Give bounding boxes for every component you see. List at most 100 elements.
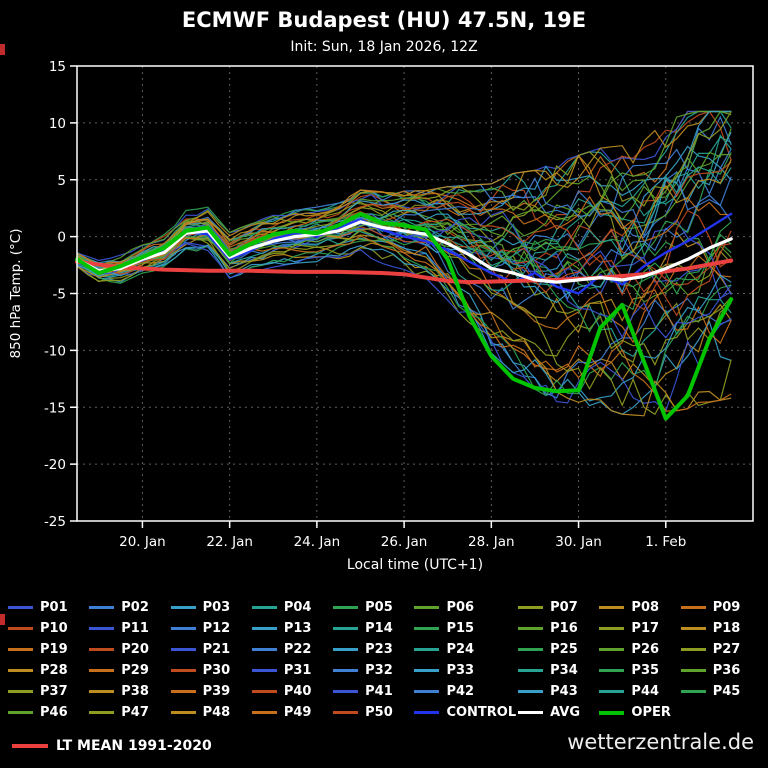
legend-line-swatch — [8, 627, 33, 630]
legend-item-p33: P33 — [414, 663, 516, 678]
legend-item-p21: P21 — [170, 642, 250, 657]
legend-label: P37 — [40, 684, 68, 699]
legend-line-swatch — [170, 627, 196, 630]
legend-label: P36 — [712, 663, 741, 678]
legend-line-swatch — [251, 606, 277, 609]
ensemble-member-line — [76, 242, 732, 413]
legend-line-swatch — [8, 690, 33, 693]
legend-label: P33 — [446, 663, 475, 678]
legend-line-swatch — [599, 710, 625, 715]
legend-label: P12 — [202, 621, 231, 636]
legend-line-swatch — [333, 606, 359, 609]
legend-label: P45 — [712, 684, 741, 699]
legend-item-p27: P27 — [680, 642, 760, 657]
legend-line-swatch — [414, 669, 440, 672]
legend-line-swatch — [680, 606, 706, 609]
legend-line-swatch — [414, 711, 440, 714]
legend-item-p31: P31 — [251, 663, 331, 678]
x-tick-label: 26. Jan — [381, 534, 428, 550]
legend-item-p10: P10 — [8, 621, 87, 636]
y-axis-label: 850 hPa Temp. (°C) — [8, 229, 24, 359]
legend-label: P13 — [283, 621, 312, 636]
left-edge-red-artifact-top — [0, 44, 5, 55]
legend-line-swatch — [8, 669, 33, 672]
legend-line-swatch — [170, 669, 196, 672]
legend-label: P35 — [631, 663, 660, 678]
legend-item-p45: P45 — [680, 684, 760, 699]
legend-item-p11: P11 — [89, 621, 168, 636]
legend-label: OPER — [631, 705, 671, 720]
legend-label: P25 — [550, 642, 578, 657]
legend-line-swatch — [414, 606, 440, 609]
legend-label: P05 — [365, 600, 393, 615]
legend-item-p16: P16 — [518, 621, 597, 636]
legend-item-lt-mean: LT MEAN 1991-2020 — [12, 738, 212, 754]
legend-label: P29 — [121, 663, 149, 678]
chart-title: ECMWF Budapest (HU) 47.5N, 19E — [181, 8, 587, 32]
legend-label: P34 — [550, 663, 578, 678]
legend-item-p50: P50 — [333, 705, 412, 720]
ensemble-forecast-chart: 15 10 5 0 -5 -10 -15 -20 -25 20. Jan 22. Jan 24. Ja… — [8, 59, 754, 573]
x-tick-label: 22. Jan — [206, 534, 253, 550]
legend-line-swatch — [251, 711, 277, 714]
x-tick-label: 1. Feb — [645, 534, 686, 550]
ensemble-member-line — [76, 111, 732, 271]
legend-label: P32 — [365, 663, 393, 678]
legend-item-p18: P18 — [680, 621, 760, 636]
legend-line-swatch — [251, 690, 277, 693]
legend-label: P49 — [283, 705, 312, 720]
legend-label: P30 — [202, 663, 231, 678]
legend-label: P19 — [40, 642, 68, 657]
legend-bottom-row: LT MEAN 1991-2020 wetterzentrale.de — [0, 720, 768, 754]
legend-item-p14: P14 — [333, 621, 412, 636]
legend-label: P07 — [550, 600, 578, 615]
legend-item-p22: P22 — [251, 642, 331, 657]
lt-mean-line-swatch — [12, 744, 48, 748]
legend-label: P28 — [40, 663, 68, 678]
legend-item-p38: P38 — [89, 684, 168, 699]
legend-label: P39 — [202, 684, 231, 699]
legend-label: P17 — [631, 621, 660, 636]
legend-label: P31 — [283, 663, 312, 678]
legend-line-swatch — [333, 648, 359, 651]
legend-item-p49: P49 — [251, 705, 331, 720]
legend-line-swatch — [333, 711, 359, 714]
legend-item-p25: P25 — [518, 642, 597, 657]
legend-item-p47: P47 — [89, 705, 168, 720]
oper-line — [75, 211, 734, 421]
y-tick-label: -25 — [44, 514, 66, 530]
legend-line-swatch — [89, 627, 115, 630]
legend-label: P23 — [365, 642, 393, 657]
y-tick-label: 15 — [49, 59, 66, 75]
y-tick-label: 0 — [57, 230, 66, 246]
ensemble-member-line — [76, 110, 732, 262]
legend-item-p15: P15 — [414, 621, 516, 636]
legend-line-swatch — [599, 627, 625, 630]
legend-line-swatch — [251, 648, 277, 651]
legend-item-p03: P03 — [170, 600, 250, 615]
legend-label: P09 — [712, 600, 741, 615]
legend-item-p43: P43 — [518, 684, 597, 699]
legend-label: P38 — [121, 684, 149, 699]
legend-label: P27 — [712, 642, 741, 657]
legend-line-swatch — [680, 690, 706, 693]
legend-item-p48: P48 — [170, 705, 250, 720]
legend-line-swatch — [599, 690, 625, 693]
legend-line-swatch — [89, 648, 115, 651]
legend-item-p17: P17 — [599, 621, 678, 636]
legend-label: P43 — [550, 684, 578, 699]
legend-item-p01: P01 — [8, 600, 87, 615]
legend-label: P04 — [283, 600, 312, 615]
x-tick-label: 28. Jan — [468, 534, 515, 550]
legend-item-p40: P40 — [251, 684, 331, 699]
x-tick-label: 30. Jan — [555, 534, 602, 550]
legend-line-swatch — [599, 648, 625, 651]
legend-line-swatch — [680, 627, 706, 630]
legend-line-swatch — [414, 627, 440, 630]
legend-item-p08: P08 — [599, 600, 678, 615]
legend-item-p46: P46 — [8, 705, 87, 720]
legend-line-swatch — [414, 648, 440, 651]
legend-label: P40 — [283, 684, 312, 699]
legend-item-p28: P28 — [8, 663, 87, 678]
legend-item-p07: P07 — [518, 600, 597, 615]
